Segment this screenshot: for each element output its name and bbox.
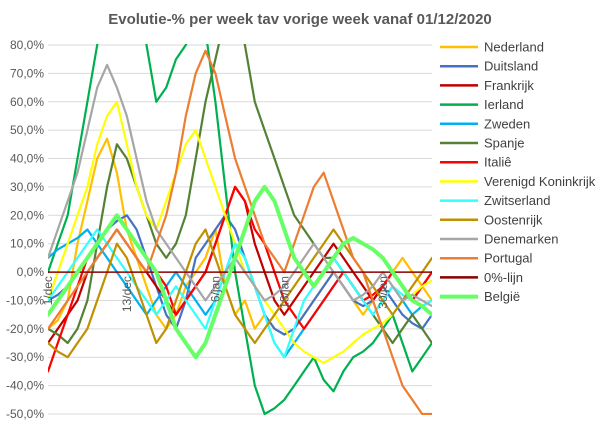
legend-label: Denemarken	[484, 232, 558, 247]
series-line-oostenrijk	[48, 228, 432, 359]
y-tick-label: 30,0%	[10, 180, 44, 194]
x-tick-label: 30/jan	[376, 276, 390, 309]
y-tick-label: 60,0%	[10, 95, 44, 109]
legend-label: Zwitserland	[484, 193, 550, 208]
y-axis-ticks: -50,0% -40,0% -30,0% -20,0% -10,0% 0,0% 10,0% 2…	[6, 38, 44, 421]
legend-label: Verenigd Koninkrijk	[484, 174, 596, 189]
y-tick-label: -20,0%	[6, 322, 44, 336]
chart-title: Evolutie-% per week tav vorige week vana…	[108, 11, 492, 28]
legend-label: Italiê	[484, 155, 511, 170]
legend-label: Ierland	[484, 97, 524, 112]
y-tick-label: 50,0%	[10, 123, 44, 137]
y-tick-label: 70,0%	[10, 66, 44, 80]
legend-label: België	[484, 289, 520, 304]
y-tick-label: -10,0%	[6, 293, 44, 307]
legend-label: Duitsland	[484, 59, 538, 74]
x-tick-label: 1/dec	[41, 276, 55, 305]
x-tick-label: 6/jan	[208, 276, 222, 302]
x-axis-ticks: 1/dec 13/dec 6/jan 18/jan 30/jan	[41, 276, 390, 312]
y-tick-label: 40,0%	[10, 152, 44, 166]
series-line-ierland	[48, 44, 432, 415]
series-line-portugal	[48, 49, 432, 415]
y-tick-label: -40,0%	[6, 379, 44, 393]
series-line-denemarken	[48, 63, 432, 308]
plot-area	[48, 44, 432, 415]
x-tick-label: 18/jan	[277, 276, 291, 309]
legend: Nederland Duitsland Frankrijk Ierland Zweden…	[440, 40, 596, 304]
legend-label: Portugal	[484, 251, 533, 266]
y-tick-label: -50,0%	[6, 407, 44, 421]
legend-label: Oostenrijk	[484, 212, 543, 227]
y-tick-label: 20,0%	[10, 208, 44, 222]
y-tick-label: 0,0%	[17, 265, 45, 279]
x-tick-label: 13/dec	[120, 276, 134, 312]
legend-label: Frankrijk	[484, 78, 534, 93]
series-line-verenigd-koninkrijk	[48, 100, 432, 364]
y-tick-label: 80,0%	[10, 38, 44, 52]
legend-label: 0%-lijn	[484, 270, 523, 285]
legend-label: Zweden	[484, 116, 530, 131]
series-line-belgi-	[48, 184, 432, 360]
y-tick-label: 10,0%	[10, 237, 44, 251]
legend-label: Nederland	[484, 40, 544, 55]
series-line-zwitserland	[48, 228, 432, 359]
legend-label: Spanje	[484, 136, 524, 151]
y-tick-label: -30,0%	[6, 350, 44, 364]
